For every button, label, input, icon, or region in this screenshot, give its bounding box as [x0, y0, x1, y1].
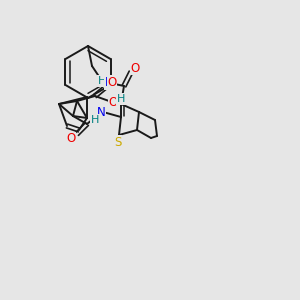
Text: N: N: [105, 76, 113, 89]
Text: O: O: [130, 61, 140, 74]
Text: O: O: [108, 97, 118, 110]
Text: H: H: [98, 76, 106, 86]
Text: N: N: [97, 106, 105, 118]
Text: S: S: [114, 136, 122, 148]
Text: O: O: [107, 76, 117, 88]
Text: H: H: [91, 115, 99, 125]
Text: H: H: [117, 94, 125, 104]
Text: O: O: [66, 133, 76, 146]
